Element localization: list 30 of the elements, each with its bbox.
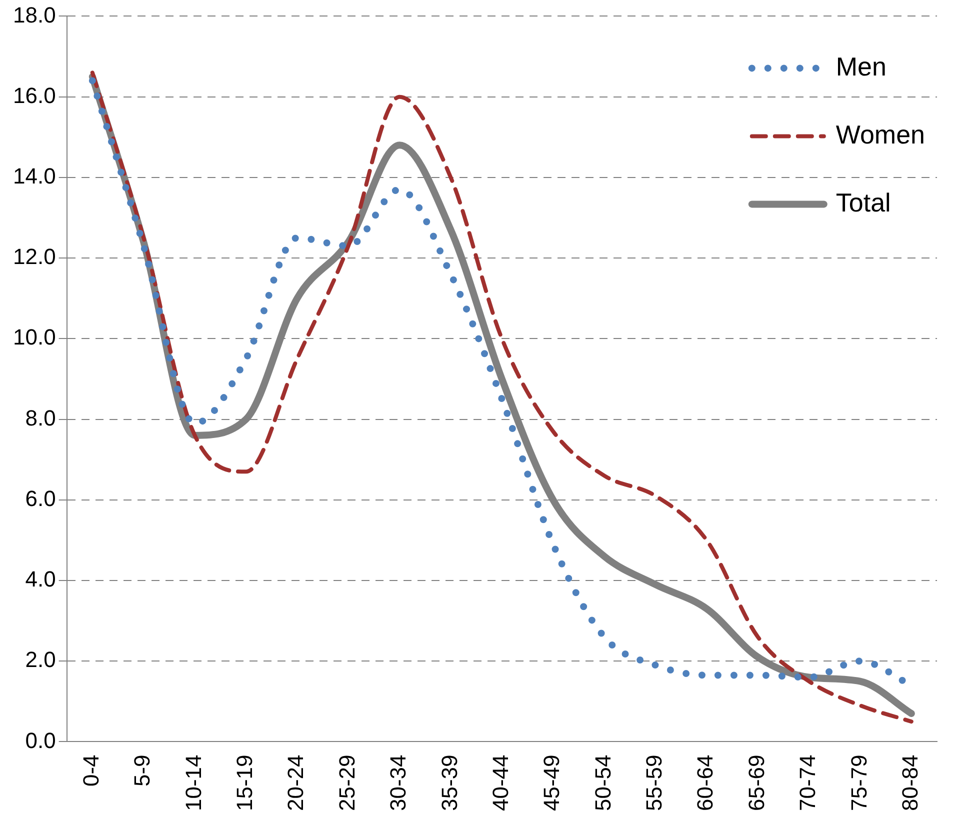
y-tick-label: 10.0 bbox=[12, 324, 56, 350]
x-tick-label: 40-44 bbox=[488, 754, 513, 812]
x-tick-label: 30-34 bbox=[386, 754, 411, 812]
x-tick-label: 50-54 bbox=[590, 754, 616, 812]
y-tick-label: 4.0 bbox=[25, 566, 56, 592]
y-tick-label: 8.0 bbox=[25, 405, 56, 430]
x-tick-label: 25-29 bbox=[334, 754, 360, 812]
x-tick-label: 0-4 bbox=[78, 754, 104, 787]
y-tick-label: 18.0 bbox=[12, 2, 56, 28]
legend-label: Women bbox=[836, 119, 925, 150]
y-tick-label: 16.0 bbox=[12, 82, 56, 108]
y-tick-label: 0.0 bbox=[25, 728, 56, 753]
x-tick-label: 80-84 bbox=[897, 754, 922, 812]
x-tick-label: 5-9 bbox=[130, 754, 155, 787]
x-tick-label: 10-14 bbox=[180, 754, 206, 812]
x-tick-label: 15-19 bbox=[232, 754, 258, 812]
x-tick-label: 60-64 bbox=[692, 754, 718, 812]
x-tick-label: 35-39 bbox=[436, 754, 462, 812]
x-tick-label: 45-49 bbox=[539, 754, 564, 812]
x-tick-label: 70-74 bbox=[795, 754, 820, 812]
x-tick-label: 55-59 bbox=[642, 754, 667, 812]
y-tick-label: 6.0 bbox=[25, 486, 56, 511]
y-tick-label: 14.0 bbox=[12, 163, 56, 188]
y-tick-label: 2.0 bbox=[25, 647, 56, 672]
x-tick-label: 65-69 bbox=[744, 754, 769, 812]
y-tick-label: 12.0 bbox=[12, 244, 56, 270]
x-tick-label: 75-79 bbox=[846, 754, 872, 812]
legend-label: Total bbox=[836, 187, 891, 218]
legend-label: Men bbox=[836, 51, 886, 82]
x-tick-label: 20-24 bbox=[283, 754, 308, 812]
